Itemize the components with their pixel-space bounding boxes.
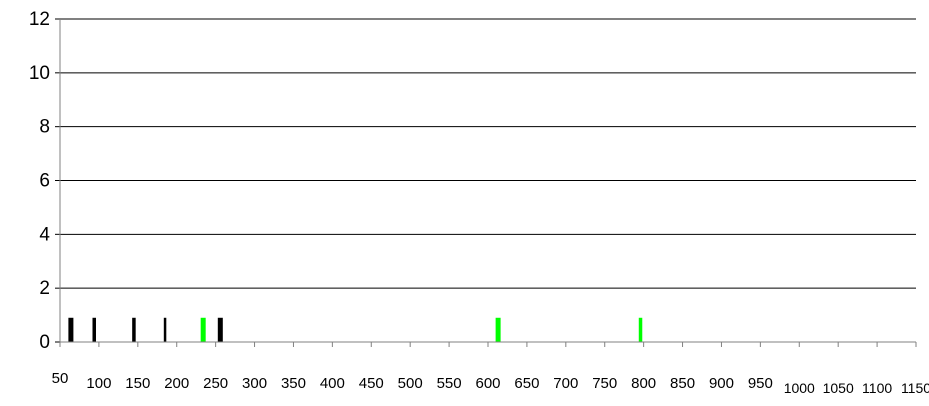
y-tick-labels: 0 2 4 6 8 10 12 — [29, 9, 51, 353]
x-tick-label: 450 — [359, 375, 384, 392]
bar — [217, 317, 223, 342]
x-tick-label: 350 — [281, 375, 306, 392]
x-tick-labels: 50 100 150 200 250 300 350 400 450 500 550 600 650 70… — [52, 370, 929, 396]
x-tick-label: 100 — [86, 375, 111, 392]
x-tick-label: 700 — [553, 375, 578, 392]
x-tick-label: 200 — [164, 375, 189, 392]
bar — [68, 317, 74, 342]
bar — [132, 317, 136, 342]
y-tick-label: 10 — [29, 63, 50, 84]
x-tick-label: 900 — [709, 375, 734, 392]
bars — [68, 317, 643, 342]
bar — [495, 317, 501, 342]
x-tick-label: 850 — [670, 375, 695, 392]
x-tick-label: 650 — [514, 375, 539, 392]
y-tick-label: 6 — [39, 171, 50, 192]
x-tick-label: 400 — [320, 375, 345, 392]
grid-lines — [60, 18, 916, 289]
bar — [638, 317, 643, 342]
x-tick-label: 1100 — [862, 380, 892, 396]
x-tick-label: 1050 — [823, 380, 854, 396]
bar — [163, 317, 167, 342]
bar — [200, 317, 206, 342]
y-tick-label: 12 — [29, 9, 50, 30]
x-tick-label: 50 — [52, 370, 69, 387]
x-tick-label: 950 — [748, 375, 773, 392]
x-tick-label: 1000 — [784, 380, 815, 396]
x-tick-label: 300 — [242, 375, 267, 392]
y-tick-label: 2 — [39, 278, 50, 299]
y-tick-label: 4 — [39, 224, 50, 245]
bar — [92, 317, 96, 342]
y-tick-label: 0 — [39, 332, 50, 353]
x-tick-label: 500 — [398, 375, 423, 392]
x-tick-label: 1150 — [901, 380, 929, 396]
x-tick-label: 600 — [475, 375, 500, 392]
x-tick-label: 150 — [125, 375, 150, 392]
x-tick-label: 800 — [631, 375, 656, 392]
x-tick-label: 550 — [437, 375, 462, 392]
axes — [55, 18, 917, 347]
x-tick-label: 750 — [592, 375, 617, 392]
y-tick-label: 8 — [39, 117, 50, 138]
x-tick-label: 250 — [203, 375, 228, 392]
